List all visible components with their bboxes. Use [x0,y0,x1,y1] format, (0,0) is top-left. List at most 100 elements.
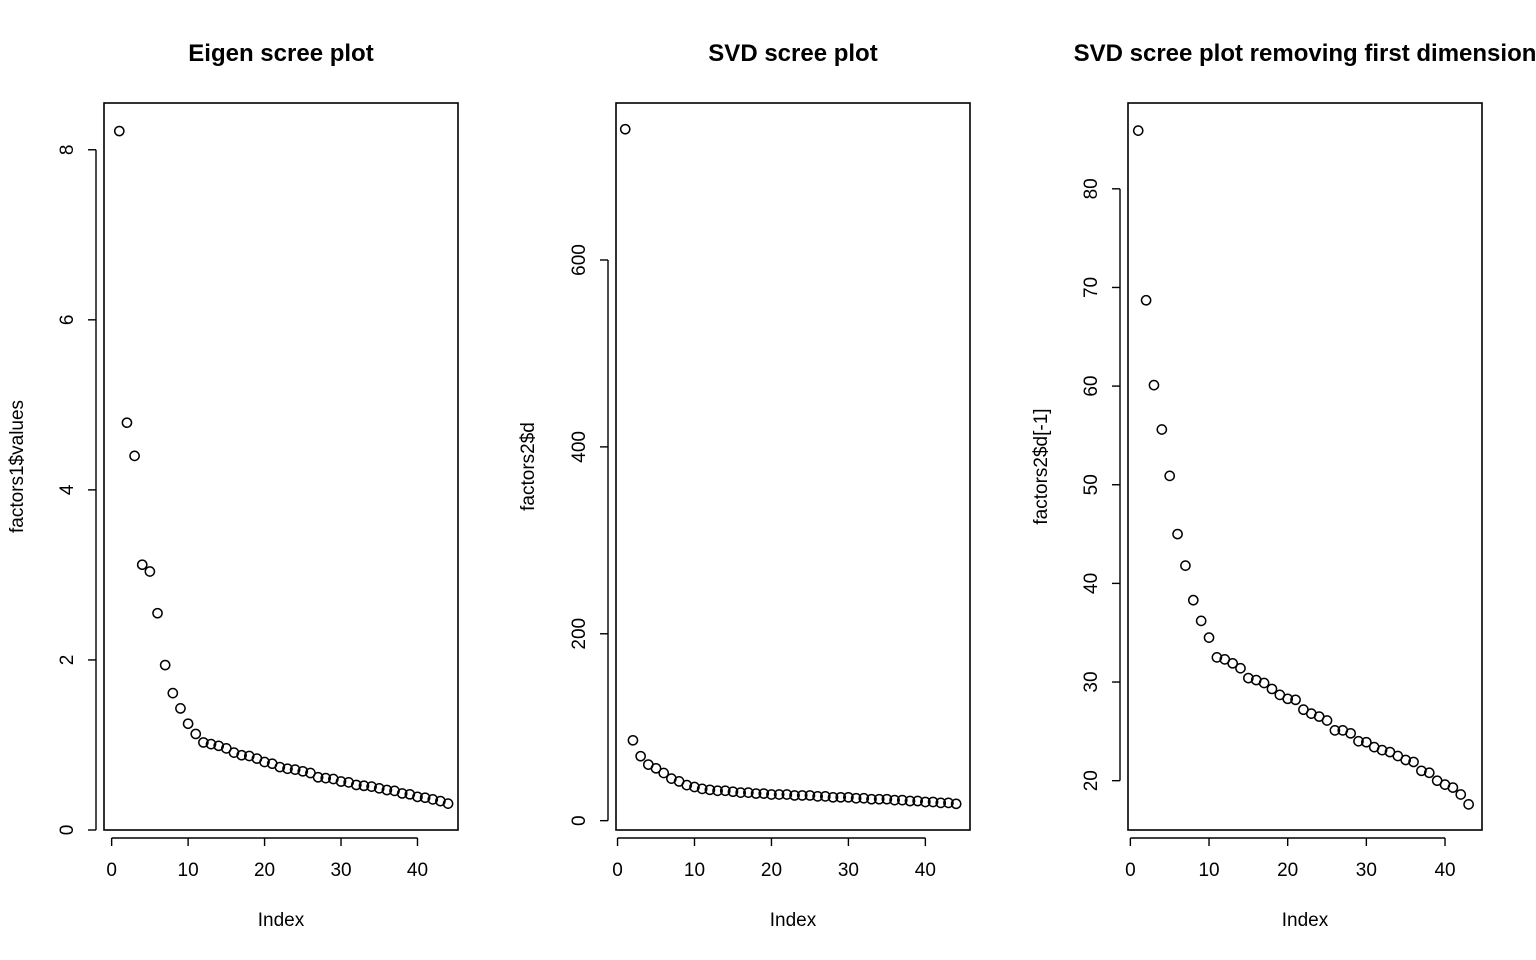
data-point [850,792,862,804]
y-tick-label: 6 [57,315,78,326]
data-point [335,776,347,787]
y-axis-label: factors2$d[-1] [1031,408,1052,524]
data-point [658,767,670,779]
data-point [1148,379,1160,391]
data-point [950,798,962,810]
data-point [873,793,885,805]
data-point [896,794,908,806]
y-tick-label: 80 [1081,178,1102,199]
data-point [1416,765,1427,777]
data-point [935,797,947,809]
chart-title: SVD scree plot removing first dimension [1074,40,1536,67]
data-point [881,793,893,805]
x-tick-label: 20 [1277,860,1298,881]
x-tick-label: 30 [330,860,351,881]
x-tick-label: 10 [1198,860,1219,881]
data-point [1361,736,1372,748]
y-tick-label: 200 [569,618,590,650]
y-axis-label: factors2$d [518,422,539,511]
data-point [427,794,439,805]
data-point [144,566,156,577]
data-point [696,783,708,795]
data-point [396,788,408,799]
data-point [182,718,194,730]
data-point [1266,683,1278,695]
data-point [113,125,125,137]
x-tick-label: 10 [178,860,199,881]
data-point [758,788,770,799]
data-point [1132,125,1144,136]
data-point [1447,782,1459,793]
data-point [712,785,723,797]
y-axis-label: factors1$values [7,400,28,533]
chart-title: SVD scree plot [708,40,877,67]
data-point [1345,727,1356,739]
x-tick-label: 20 [761,860,782,881]
data-point [1258,677,1270,689]
data-point [927,796,939,808]
data-point [689,781,700,793]
data-point [1321,715,1333,726]
data-point [719,785,731,797]
x-tick-label: 40 [915,860,936,881]
plot-frame [615,102,971,831]
data-point [773,789,785,800]
data-point [198,737,209,748]
data-point [943,797,954,809]
data-point [1187,594,1199,606]
y-tick-label: 0 [57,825,78,836]
y-tick-label: 20 [1081,770,1102,791]
data-point [282,763,293,775]
y-tick-label: 400 [569,431,590,463]
x-tick-label: 30 [838,860,859,881]
x-axis-label: Index [258,910,305,931]
data-point [804,790,816,801]
plot-frame [103,102,459,831]
data-point [750,788,762,799]
data-point [904,795,916,807]
x-tick-label: 30 [1356,860,1377,881]
x-tick-label: 0 [106,860,117,881]
data-point [389,785,400,797]
y-tick-label: 70 [1081,277,1102,298]
data-point [1195,615,1207,627]
data-point [619,123,631,135]
data-point [259,756,270,768]
data-point [843,791,854,803]
data-point [136,559,148,571]
x-tick-label: 40 [407,860,428,881]
data-point [381,784,393,796]
data-point [129,450,140,462]
data-point [912,795,924,807]
data-point [1243,672,1254,684]
x-axis-label: Index [1282,910,1329,931]
data-point [735,787,747,798]
data-point [1376,744,1388,756]
x-tick-label: 0 [1125,860,1136,881]
data-point [1164,470,1176,482]
x-tick-label: 0 [612,860,623,881]
data-point [766,789,777,800]
data-point [858,792,870,804]
data-point [627,734,639,746]
data-point [789,790,800,801]
data-point [404,788,416,800]
data-point [243,750,255,762]
data-point [635,750,646,762]
data-point [274,761,286,773]
data-point [1180,560,1191,571]
x-axis-label: Index [770,910,817,931]
data-point [297,765,309,777]
data-point [743,787,754,798]
data-point [419,792,431,804]
data-point [328,773,339,785]
y-tick-label: 60 [1081,376,1102,397]
data-point [796,790,808,801]
data-point [1400,754,1412,766]
y-tick-label: 2 [57,655,78,666]
data-point [1203,632,1215,643]
data-point [1235,662,1246,674]
data-point [350,779,362,791]
